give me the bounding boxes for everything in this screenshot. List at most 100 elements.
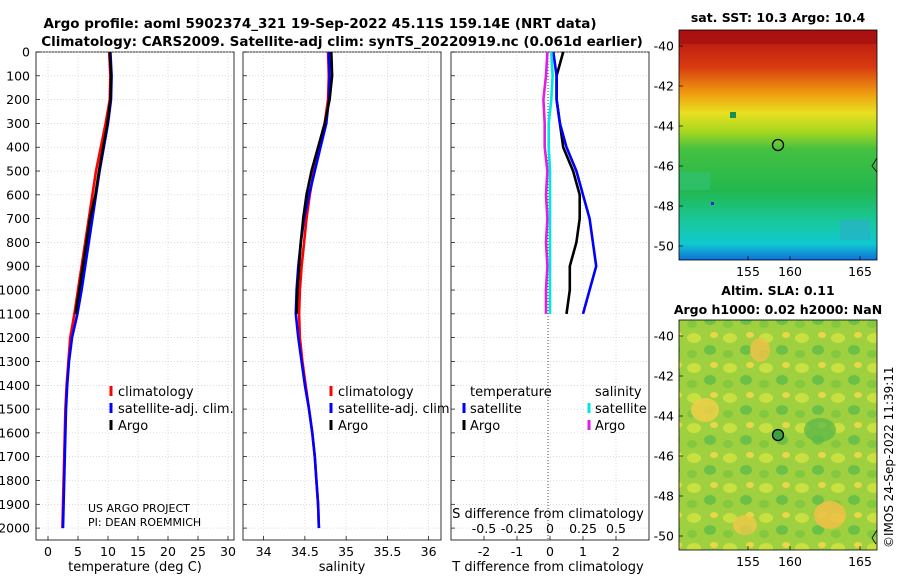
depth-tick-label: 200 [6, 92, 30, 107]
x-tick-label: 25 [190, 544, 206, 559]
depth-tick-label: 1300 [0, 354, 30, 369]
temperature-legend: climatology satellite-adj. clim. Argo [109, 385, 234, 434]
sla-map-frame [678, 319, 878, 551]
pi-annotation: PI: DEAN ROEMMICH [88, 516, 201, 529]
temperature-gridlines [36, 51, 234, 540]
series-line-argo [295, 51, 334, 314]
x-tick-label: 34 [256, 544, 272, 559]
map-y-tick-label: -44 [654, 119, 674, 134]
depth-tick-label: 300 [6, 116, 30, 131]
legend-satellite: satellite-adj. clim. [338, 402, 454, 417]
series-line-salinity-argo [542, 51, 549, 314]
depth-tick-label: 1500 [0, 402, 30, 417]
depth-tick-label: 1200 [0, 330, 30, 345]
depth-tick-label: 600 [6, 187, 30, 202]
salinity-panel: 34 34.5 35 35.5 36 salinity climatology sate… [242, 51, 454, 575]
temperature-xlabel: temperature (deg C) [68, 560, 202, 575]
temperature-panel: 0100200300400500600700800900100011001200… [0, 45, 236, 576]
x-tick-label: 10 [100, 544, 116, 559]
sla-title-line2: Argo h1000: 0.02 h2000: NaN [674, 302, 882, 317]
coastline [871, 529, 878, 545]
legend-s-satellite: satellite [595, 402, 647, 417]
salinity-profiles [294, 51, 334, 529]
coastline [871, 157, 878, 173]
sst-map-title: sat. SST: 10.3 Argo: 10.4 [691, 10, 866, 25]
s-difference-label: S difference from climatology [452, 507, 644, 522]
depth-tick-label: 1800 [0, 473, 30, 488]
x-tick-label: 0 [44, 544, 52, 559]
temperature-profiles [61, 51, 113, 529]
figure-title-line1: Argo profile: aoml 5902374_321 19-Sep-20… [43, 16, 596, 32]
s-diff-tick-label: -0.5 [472, 521, 496, 536]
depth-tick-label: 700 [6, 211, 30, 226]
temperature-x-ticks: 0 5 10 15 20 25 30 [44, 544, 236, 559]
legend-argo: Argo [338, 419, 368, 434]
legend-salinity-header: salinity [595, 385, 642, 400]
map-y-tick-label: -46 [654, 449, 674, 464]
map-x-tick-label: 165 [848, 554, 872, 569]
depth-tick-label: 1600 [0, 425, 30, 440]
difference-gridlines [451, 51, 649, 540]
depth-tick-label: 400 [6, 140, 30, 155]
legend-s-argo: Argo [595, 419, 625, 434]
sst-map-ticks: 155 160 165 -40 -42 -44 -46 -48 -50 [654, 39, 872, 280]
x-tick-label: 35 [338, 544, 354, 559]
s-diff-tick-label: 0.25 [569, 521, 597, 536]
x-tick-label: -2 [478, 544, 490, 559]
sla-high-blob [691, 398, 719, 422]
map-y-tick-label: -48 [654, 199, 674, 214]
x-tick-label: 30 [220, 544, 236, 559]
sst-warm-band [679, 30, 877, 44]
x-tick-label: 35.5 [373, 544, 401, 559]
sla-map-panel: Altim. SLA: 0.11 Argo h1000: 0.02 h2000:… [654, 283, 883, 569]
argo-location-marker [771, 138, 785, 152]
salinity-axes-box [242, 51, 442, 541]
sla-low-blob [804, 418, 836, 442]
x-tick-label: -1 [511, 544, 523, 559]
sst-patch [711, 202, 714, 205]
difference-panel: -2 -1 0 1 2 T difference from climatology S … [450, 51, 650, 575]
x-tick-label: 15 [130, 544, 146, 559]
sla-high-blob [733, 515, 757, 535]
legend-climatology: climatology [118, 385, 194, 400]
x-tick-label: 34.5 [291, 544, 319, 559]
map-y-tick-label: -50 [654, 529, 674, 544]
salinity-diff-legend: salinity satellite Argo [587, 385, 647, 434]
map-x-tick-label: 160 [778, 264, 802, 279]
legend-t-satellite: satellite [470, 402, 522, 417]
imos-watermark: ©IMOS 24-Sep-2022 11:39:11 [882, 366, 896, 548]
salinity-xlabel: salinity [319, 560, 366, 575]
series-line-salinity-satellite [547, 51, 554, 314]
s-diff-tick-label: 0.5 [606, 521, 626, 536]
salinity-gridlines [243, 51, 441, 540]
map-y-tick-label: -44 [654, 409, 674, 424]
depth-tick-label: 1700 [0, 449, 30, 464]
legend-t-argo: Argo [470, 419, 500, 434]
series-line-argo [74, 51, 113, 315]
t-difference-x-ticks: -2 -1 0 1 2 [478, 544, 620, 559]
depth-tick-label: 900 [6, 259, 30, 274]
map-x-tick-label: 155 [736, 264, 760, 279]
sst-patch [840, 220, 870, 240]
map-x-tick-label: 165 [848, 264, 872, 279]
sst-patch [730, 112, 736, 118]
legend-satellite: satellite-adj. clim. [118, 402, 234, 417]
x-tick-label: 36 [421, 544, 437, 559]
map-y-tick-label: -46 [654, 159, 674, 174]
t-difference-xlabel: T difference from climatology [451, 560, 644, 575]
sla-high-blob [814, 501, 846, 529]
difference-profiles [542, 51, 598, 315]
figure-title-line2: Climatology: CARS2009. Satellite-adj cli… [41, 34, 643, 50]
x-tick-label: 2 [612, 544, 620, 559]
x-tick-label: 5 [74, 544, 82, 559]
temperature-axes-box [35, 51, 235, 541]
depth-tick-label: 1100 [0, 306, 30, 321]
depth-tick-label: 100 [6, 68, 30, 83]
depth-tick-labels: 0 100 200 300 400 500 600 700 800 900 1000 1100 1200… [0, 45, 30, 536]
map-x-tick-label: 160 [778, 554, 802, 569]
s-diff-tick-label: -0.25 [501, 521, 533, 536]
map-y-tick-label: -48 [654, 489, 674, 504]
salinity-x-ticks: 34 34.5 35 35.5 36 [256, 544, 437, 559]
sla-title-line1: Altim. SLA: 0.11 [721, 283, 834, 298]
